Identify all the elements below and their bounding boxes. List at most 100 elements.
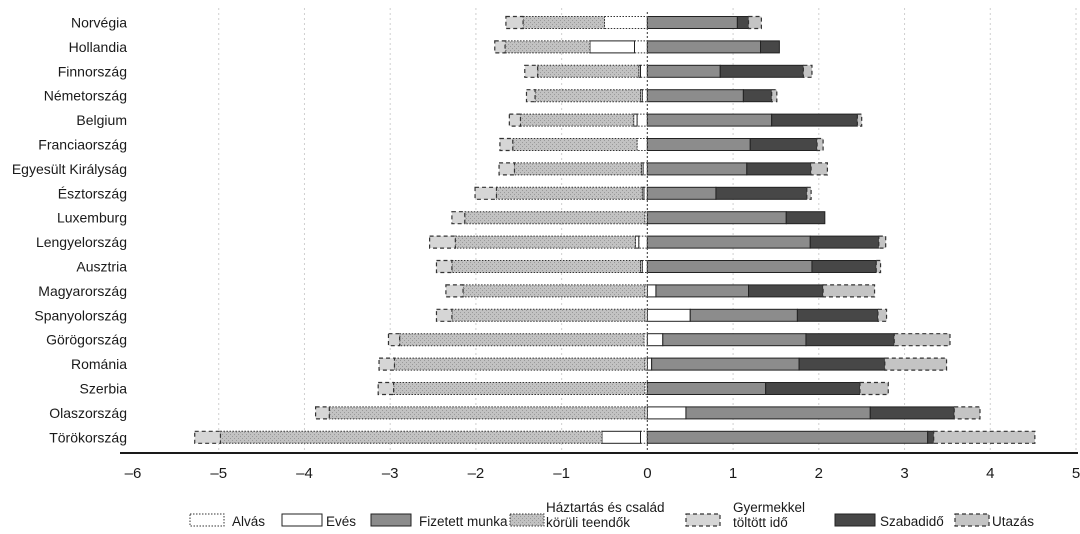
bar-utazas-7 (806, 186, 812, 200)
bar-fizetett-6 (646, 162, 748, 176)
bar-haztartas-10 (451, 260, 642, 273)
bar-fizetett-9 (646, 235, 811, 249)
legend-label-haztartas: Háztartás és család körüli teendők (546, 500, 665, 530)
bar-alvas-14 (644, 357, 648, 371)
bar-fizetett-10 (646, 260, 813, 273)
bar-eves-11 (646, 284, 657, 298)
bar-szabadido-15 (765, 382, 861, 395)
bar-szabadido-16 (869, 406, 955, 420)
bar-gyermek-17 (194, 430, 222, 444)
x-tick-label: 4 (986, 465, 994, 482)
bar-utazas-2 (802, 64, 813, 78)
category-label: Lengyelország (36, 234, 127, 250)
x-tick-label: 1 (729, 465, 737, 482)
bar-eves-12 (646, 308, 691, 322)
bar-gyermek-7 (474, 186, 498, 200)
bar-alvas-15 (644, 382, 648, 395)
bar-alvas-17 (640, 430, 648, 444)
bar-gyermek-8 (451, 211, 466, 225)
category-label: Ausztria (76, 259, 127, 275)
bar-gyermek-1 (494, 40, 506, 54)
bar-alvas-8 (644, 211, 648, 225)
bars (194, 15, 1036, 444)
bar-eves-13 (646, 333, 664, 347)
bar-haztartas-7 (495, 186, 643, 200)
bar-gyermek-3 (525, 89, 536, 103)
bar-szabadido-17 (927, 430, 935, 444)
x-axis: –6 –5 –4 –3 –2 –1 0 1 2 3 4 5 (120, 12, 1080, 482)
bar-alvas-16 (644, 406, 648, 420)
x-tick-label: –1 (553, 465, 570, 482)
legend-swatch-haztartas (509, 513, 545, 527)
bar-utazas-5 (816, 137, 824, 152)
bar-fizetett-1 (646, 40, 762, 54)
category-label: Franciaország (38, 137, 127, 153)
bar-alvas-4 (636, 113, 648, 127)
bar-alvas-2 (640, 64, 648, 78)
bar-utazas-12 (877, 308, 888, 322)
bar-fizetett-12 (689, 308, 798, 322)
category-label: Görögország (46, 332, 127, 348)
bar-alvas-5 (636, 138, 648, 151)
bar-haztartas-6 (513, 162, 642, 176)
category-label: Finnország (58, 63, 127, 79)
bar-eves-14 (646, 357, 653, 371)
x-tick-label: 0 (643, 465, 651, 482)
bar-haztartas-12 (451, 308, 646, 322)
bar-utazas-4 (856, 113, 863, 127)
grid-lines (218, 8, 1077, 453)
bar-utazas-11 (822, 284, 876, 298)
bar-szabadido-3 (742, 89, 773, 103)
legend-swatch-utazas (954, 513, 990, 527)
bar-haztartas-2 (537, 64, 640, 78)
bar-szabadido-14 (798, 357, 886, 371)
bar-alvas-1 (634, 40, 648, 54)
bar-utazas-9 (878, 235, 887, 249)
bar-szabadido-7 (715, 186, 808, 200)
bar-haztartas-14 (393, 357, 646, 371)
bar-alvas-3 (641, 89, 648, 103)
bar-szabadido-0 (736, 16, 750, 29)
bar-haztartas-9 (454, 235, 636, 249)
legend-label-gyermek: Gyermekkel töltött idő (733, 500, 805, 530)
bar-szabadido-12 (796, 308, 879, 322)
bar-fizetett-4 (646, 113, 773, 127)
bar-szabadido-11 (748, 284, 824, 298)
bar-utazas-13 (893, 333, 951, 347)
bar-gyermek-12 (435, 308, 453, 322)
legend: Alvás Evés Fizetett munka Háztartás és csal… (189, 500, 1034, 530)
bar-fizetett-11 (655, 284, 750, 298)
category-label: Spanyolország (34, 307, 127, 323)
bar-alvas-13 (643, 333, 648, 347)
bar-eves-17 (601, 430, 642, 444)
legend-swatch-eves (281, 513, 323, 527)
legend-swatch-alvas (189, 513, 225, 527)
bar-szabadido-5 (749, 138, 818, 151)
category-labels: Norvégia Hollandia Finnország Németország Be… (12, 15, 127, 446)
legend-label-alvas: Alvás (232, 514, 265, 529)
bar-gyermek-9 (429, 235, 456, 249)
x-tick-label: –6 (125, 465, 142, 482)
bar-haztartas-13 (399, 333, 645, 347)
bar-fizetett-3 (646, 89, 744, 103)
bar-fizetett-8 (646, 211, 787, 225)
bar-fizetett-17 (646, 430, 929, 444)
category-label: Olaszország (49, 405, 127, 421)
bar-szabadido-8 (785, 211, 826, 225)
bar-utazas-14 (884, 357, 948, 371)
bar-utazas-6 (810, 162, 828, 176)
bar-fizetett-7 (646, 186, 717, 200)
bar-szabadido-10 (811, 260, 877, 273)
bar-fizetett-15 (646, 382, 767, 395)
bar-fizetett-0 (646, 16, 738, 29)
bar-gyermek-11 (445, 284, 464, 298)
bar-szabadido-2 (719, 64, 804, 78)
bar-utazas-16 (953, 406, 981, 420)
bar-gyermek-2 (524, 64, 539, 78)
bar-haztartas-1 (504, 40, 591, 54)
bar-fizetett-13 (662, 333, 807, 347)
bar-szabadido-9 (809, 235, 880, 249)
bar-utazas-17 (933, 430, 1036, 444)
bar-haztartas-5 (512, 138, 638, 151)
